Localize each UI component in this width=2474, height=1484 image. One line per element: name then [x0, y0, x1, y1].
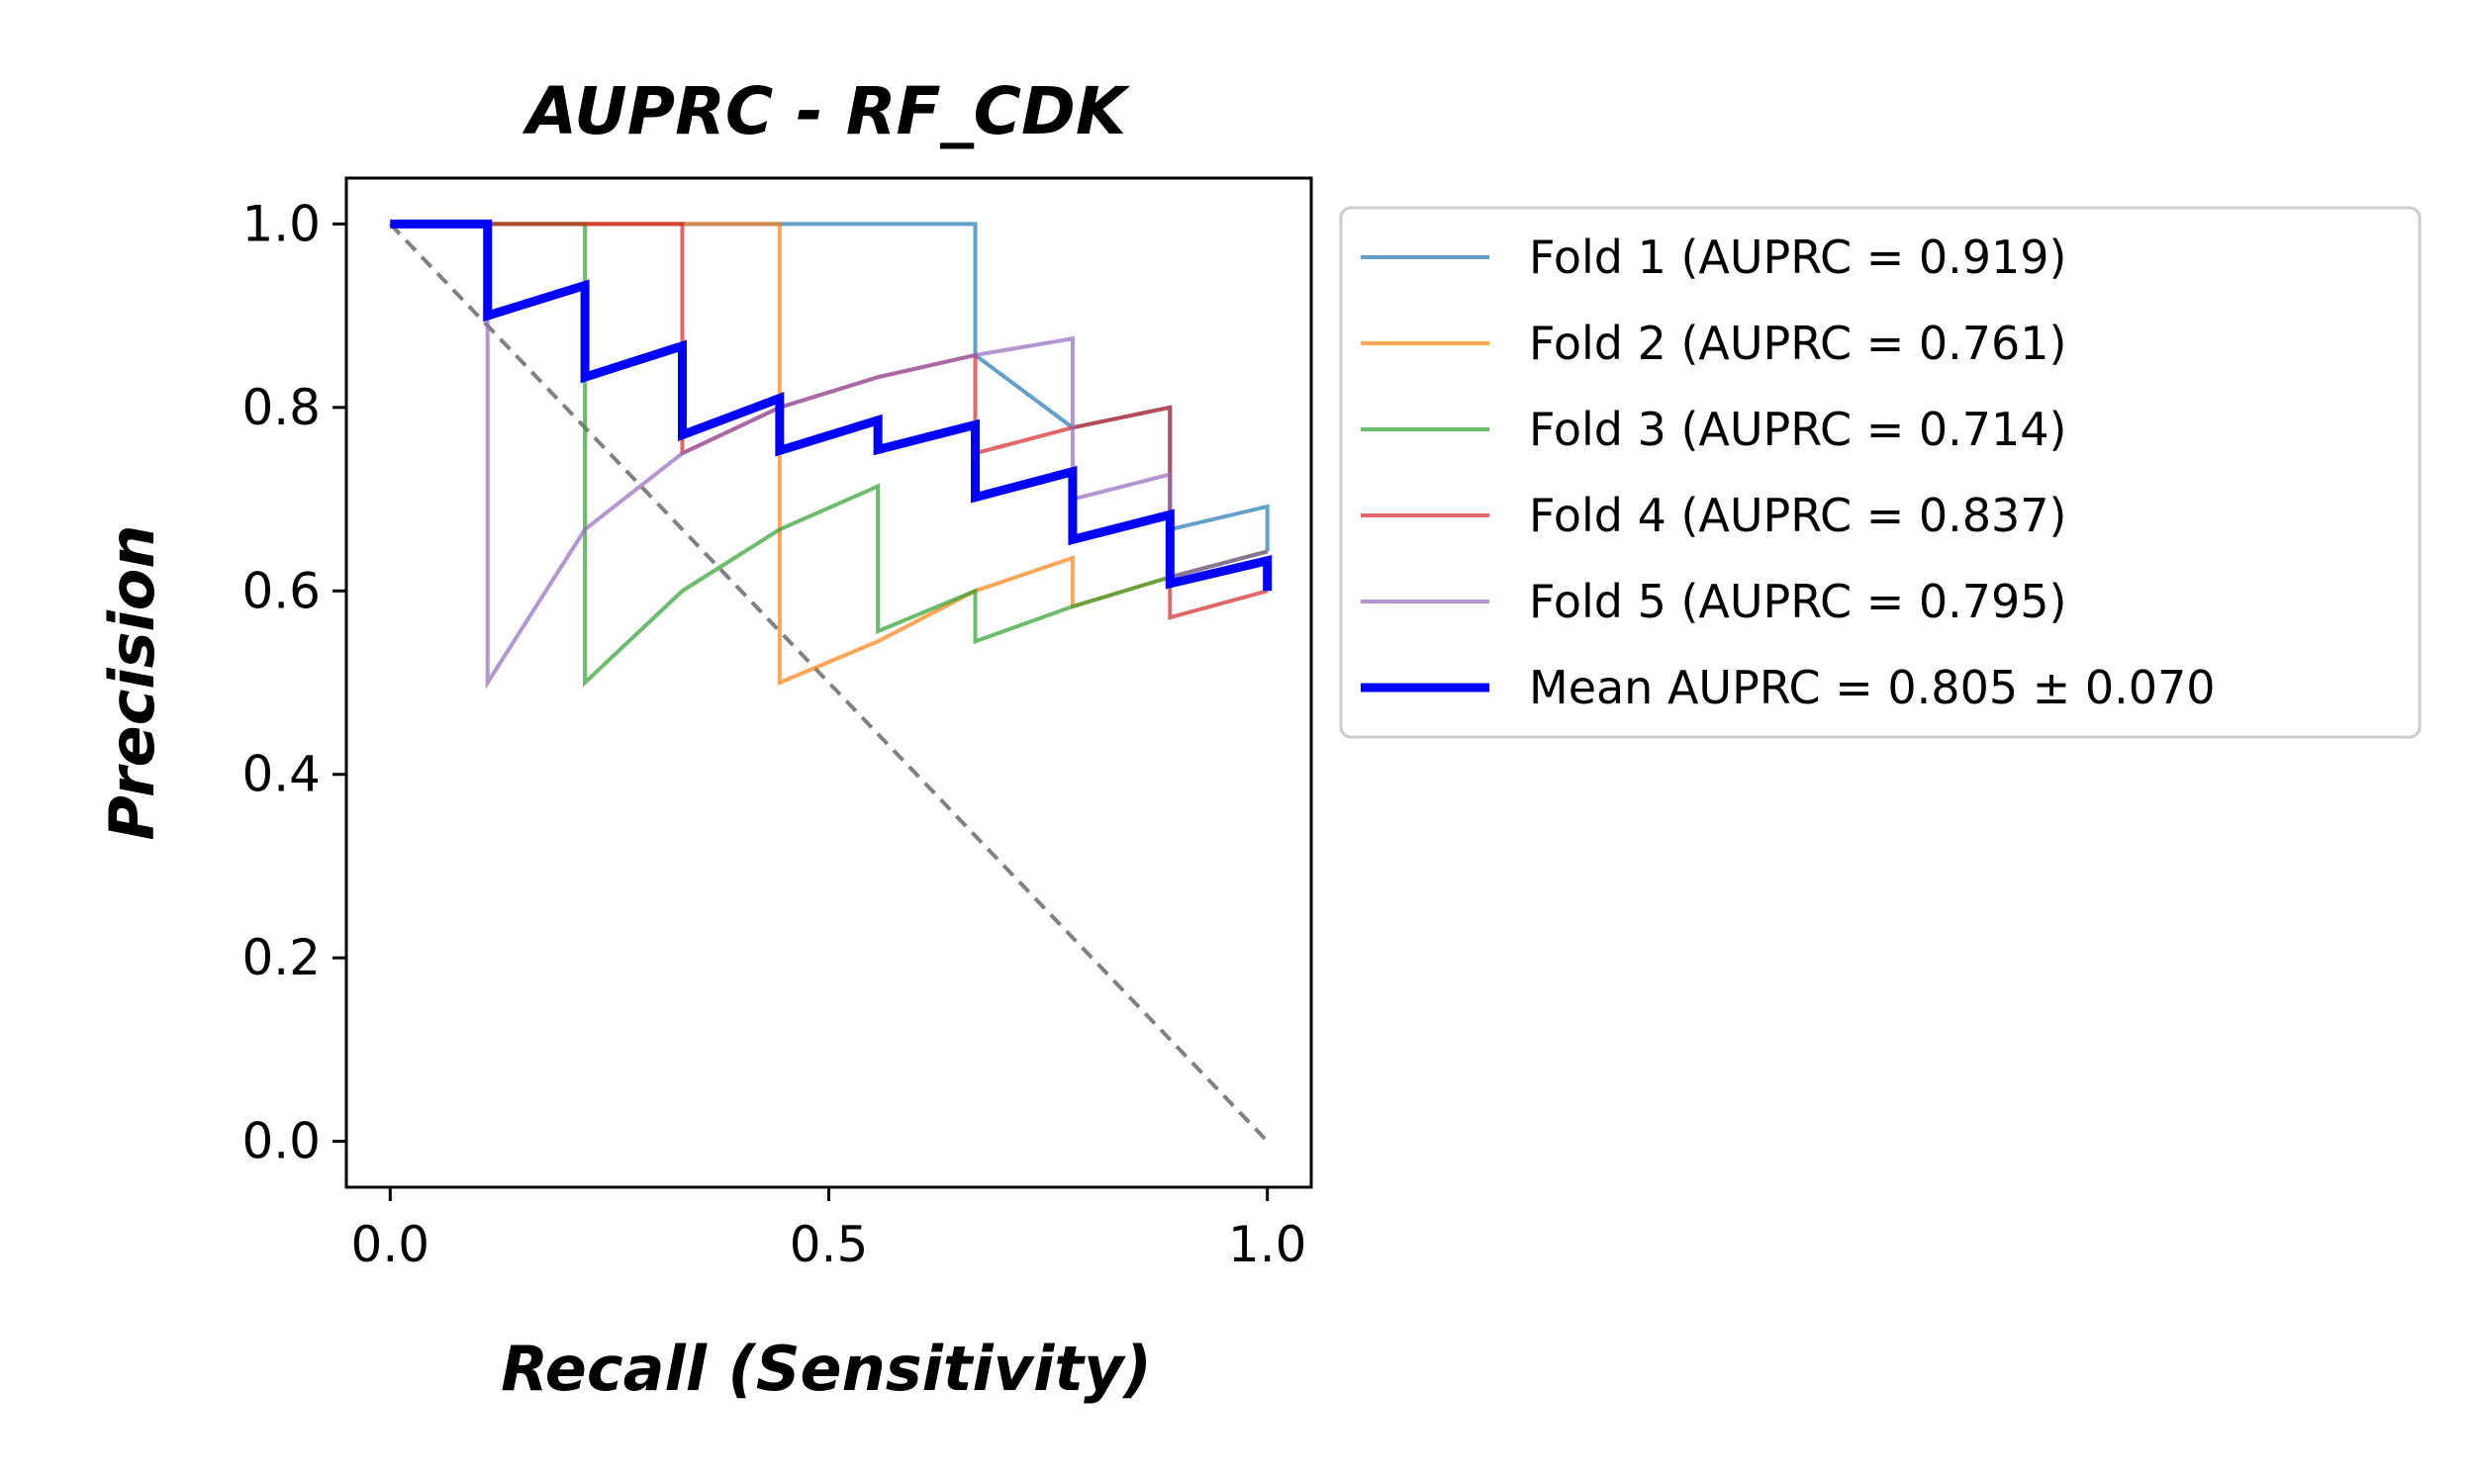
y-axis-label: Precision — [96, 524, 168, 840]
y-tick-label: 0.6 — [241, 562, 321, 619]
x-tick-label: 1.0 — [1228, 1216, 1307, 1273]
fold-5-curve-line — [390, 222, 1269, 690]
legend-label: Fold 2 (AUPRC = 0.761) — [1529, 317, 2067, 370]
reference-diagonal-line — [388, 222, 1270, 1144]
plot-layer — [388, 219, 1273, 1144]
y-tick-label: 0.2 — [241, 929, 321, 986]
x-tick-label: 0.5 — [790, 1216, 869, 1273]
x-axis-label: Recall (Sensitivity) — [501, 1333, 1152, 1405]
y-tick-label: 0.8 — [241, 379, 321, 436]
mean-curve-line — [390, 219, 1273, 592]
legend-frame — [1339, 206, 2422, 739]
legend-label: Mean AUPRC = 0.805 ± 0.070 — [1529, 661, 2216, 714]
legend-label: Fold 1 (AUPRC = 0.919) — [1529, 231, 2067, 284]
legend-label: Fold 5 (AUPRC = 0.795) — [1529, 575, 2067, 628]
y-tick-label: 0.4 — [241, 746, 321, 803]
legend-label: Fold 3 (AUPRC = 0.714) — [1529, 403, 2067, 456]
legend-label: Fold 4 (AUPRC = 0.837) — [1529, 489, 2067, 542]
legend-items: Fold 1 (AUPRC = 0.919) Fold 2 (AUPRC = 0.… — [1361, 231, 2216, 714]
y-tick-label: 0.0 — [241, 1113, 321, 1170]
y-tick-label: 1.0 — [241, 195, 321, 252]
x-axis: 0.0 0.5 1.0 — [351, 1187, 1307, 1273]
chart-title: AUPRC - RF_CDK — [522, 73, 1131, 149]
y-axis: 0.0 0.2 0.4 0.6 0.8 1.0 — [241, 195, 346, 1170]
x-tick-label: 0.0 — [351, 1216, 430, 1273]
legend: Fold 1 (AUPRC = 0.919) Fold 2 (AUPRC = 0.… — [1339, 206, 2422, 739]
